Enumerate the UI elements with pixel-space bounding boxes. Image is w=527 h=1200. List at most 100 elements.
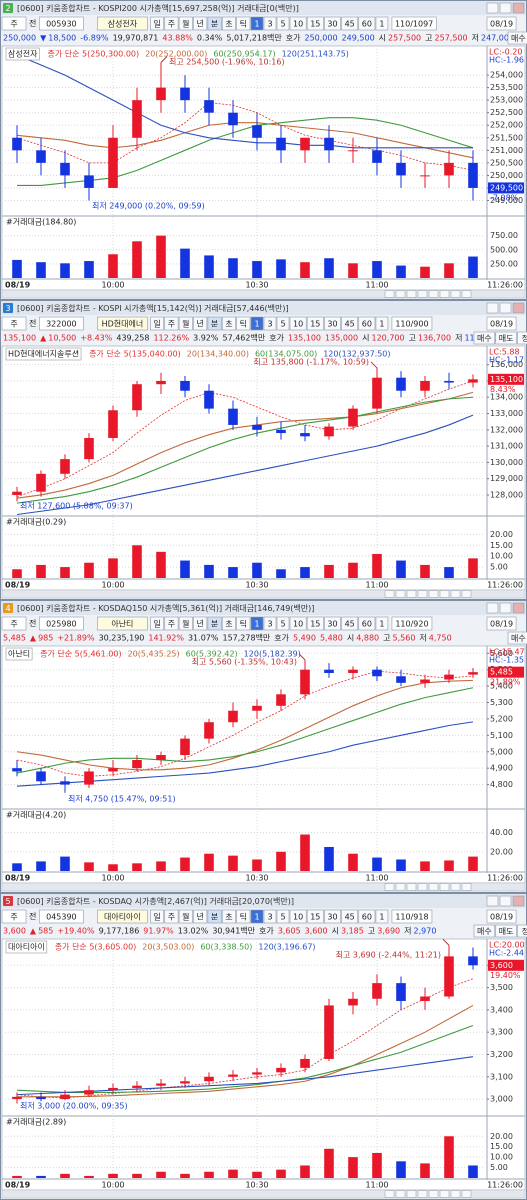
order-button[interactable]: 매도 xyxy=(499,927,514,936)
period-button[interactable]: 5 xyxy=(280,620,285,629)
period-button[interactable]: 분 xyxy=(211,20,218,29)
period-button-box[interactable] xyxy=(276,909,290,924)
order-button-box[interactable] xyxy=(517,924,527,938)
order-button[interactable]: 매수 xyxy=(477,927,492,936)
window-button[interactable] xyxy=(512,302,525,314)
window-button[interactable] xyxy=(512,2,525,14)
period-button[interactable]: 일 xyxy=(153,20,160,29)
period-button-box[interactable] xyxy=(164,316,179,331)
period-button[interactable]: 초 xyxy=(225,20,232,29)
period-button[interactable]: 일 xyxy=(153,913,160,922)
period-button[interactable]: 10 xyxy=(293,913,303,922)
period-button-box[interactable] xyxy=(263,616,277,631)
scroll-button[interactable] xyxy=(428,883,439,891)
period-button[interactable]: 1 xyxy=(254,320,259,329)
stock-name[interactable]: HD현대에너 xyxy=(102,319,144,329)
period-button[interactable]: 45 xyxy=(345,913,355,922)
stock-code[interactable]: 045390 xyxy=(46,913,77,922)
period-button-box[interactable] xyxy=(150,909,165,924)
window-button[interactable] xyxy=(512,602,525,614)
scroll-button[interactable] xyxy=(395,1190,406,1198)
period-button[interactable]: 15 xyxy=(310,913,320,922)
period-button[interactable]: 3 xyxy=(267,620,272,629)
market-select-box[interactable] xyxy=(1,616,27,631)
period-button[interactable]: 60 xyxy=(362,620,372,629)
period-button[interactable]: 45 xyxy=(345,20,355,29)
window-button[interactable] xyxy=(499,302,512,314)
market-select[interactable]: 주 xyxy=(10,913,17,922)
window-button[interactable] xyxy=(512,895,525,907)
market-select[interactable]: 주 xyxy=(10,320,17,329)
period-button-box[interactable] xyxy=(276,616,290,631)
order-button-box[interactable] xyxy=(507,631,527,645)
window-button[interactable] xyxy=(499,2,512,14)
period-button-box[interactable] xyxy=(306,909,324,924)
period-button-box[interactable] xyxy=(341,16,359,31)
period-button[interactable]: 1 xyxy=(379,913,384,922)
period-button-box[interactable] xyxy=(250,616,264,631)
scroll-button[interactable] xyxy=(461,290,472,298)
period-button-box[interactable] xyxy=(341,616,359,631)
stock-name-box[interactable] xyxy=(97,909,148,924)
scroll-button[interactable] xyxy=(395,590,406,598)
period-button[interactable]: 일 xyxy=(153,620,160,629)
period-button-box[interactable] xyxy=(193,909,208,924)
period-button[interactable]: 월 xyxy=(182,912,189,922)
period-button-box[interactable] xyxy=(263,909,277,924)
period-button[interactable]: 3 xyxy=(267,320,272,329)
period-button-box[interactable] xyxy=(193,316,208,331)
date-box-box[interactable] xyxy=(486,909,517,924)
period-button-box[interactable] xyxy=(178,16,193,31)
period-button[interactable]: 초 xyxy=(225,913,232,922)
period-button[interactable]: 분 xyxy=(211,320,218,329)
period-button[interactable]: 30 xyxy=(327,620,337,629)
period-button[interactable]: 1 xyxy=(254,620,259,629)
scroll-button[interactable] xyxy=(406,883,417,891)
period-button-box[interactable] xyxy=(236,616,251,631)
scroll-button[interactable] xyxy=(439,883,450,891)
order-button-box[interactable] xyxy=(473,331,496,345)
date-box-box[interactable] xyxy=(486,616,517,631)
period-button-box[interactable] xyxy=(306,16,324,31)
order-button-box[interactable] xyxy=(507,31,527,45)
period-button[interactable]: 60 xyxy=(362,913,372,922)
period-button-box[interactable] xyxy=(207,316,222,331)
period-button[interactable]: 월 xyxy=(182,19,189,29)
period-button-box[interactable] xyxy=(150,16,165,31)
period-button[interactable]: 5 xyxy=(280,20,285,29)
order-button[interactable]: 정 xyxy=(522,333,527,343)
period-button-box[interactable] xyxy=(178,316,193,331)
period-button[interactable]: 년 xyxy=(197,912,204,922)
count-box-box[interactable] xyxy=(391,909,433,924)
scroll-button[interactable] xyxy=(450,883,461,891)
scroll-button[interactable] xyxy=(384,1190,395,1198)
count-box[interactable]: 110/918 xyxy=(395,913,428,922)
period-button-box[interactable] xyxy=(221,909,236,924)
period-button-box[interactable] xyxy=(250,909,264,924)
period-button-box[interactable] xyxy=(324,909,341,924)
period-button-box[interactable] xyxy=(289,16,307,31)
period-button-box[interactable] xyxy=(193,16,208,31)
period-button[interactable]: 1 xyxy=(379,320,384,329)
order-button[interactable]: 매수 xyxy=(477,334,492,343)
scroll-button[interactable] xyxy=(395,290,406,298)
period-button-box[interactable] xyxy=(358,16,376,31)
period-button-box[interactable] xyxy=(178,616,193,631)
scroll-button[interactable] xyxy=(439,290,450,298)
period-button-box[interactable] xyxy=(207,909,222,924)
scroll-button[interactable] xyxy=(417,1190,428,1198)
period-button-box[interactable] xyxy=(236,16,251,31)
stock-name-box[interactable] xyxy=(97,316,148,331)
period-button-box[interactable] xyxy=(193,616,208,631)
count-box[interactable]: 110/920 xyxy=(395,620,428,629)
window-button[interactable] xyxy=(486,602,499,614)
scroll-button[interactable] xyxy=(406,590,417,598)
period-button[interactable]: 10 xyxy=(293,620,303,629)
scroll-button[interactable] xyxy=(439,590,450,598)
stock-name[interactable]: 대아티아이 xyxy=(104,912,141,922)
period-button-box[interactable] xyxy=(263,316,277,331)
period-button-box[interactable] xyxy=(164,909,179,924)
period-button[interactable]: 분 xyxy=(211,620,218,629)
period-button-box[interactable] xyxy=(306,316,324,331)
period-button[interactable]: 45 xyxy=(345,320,355,329)
